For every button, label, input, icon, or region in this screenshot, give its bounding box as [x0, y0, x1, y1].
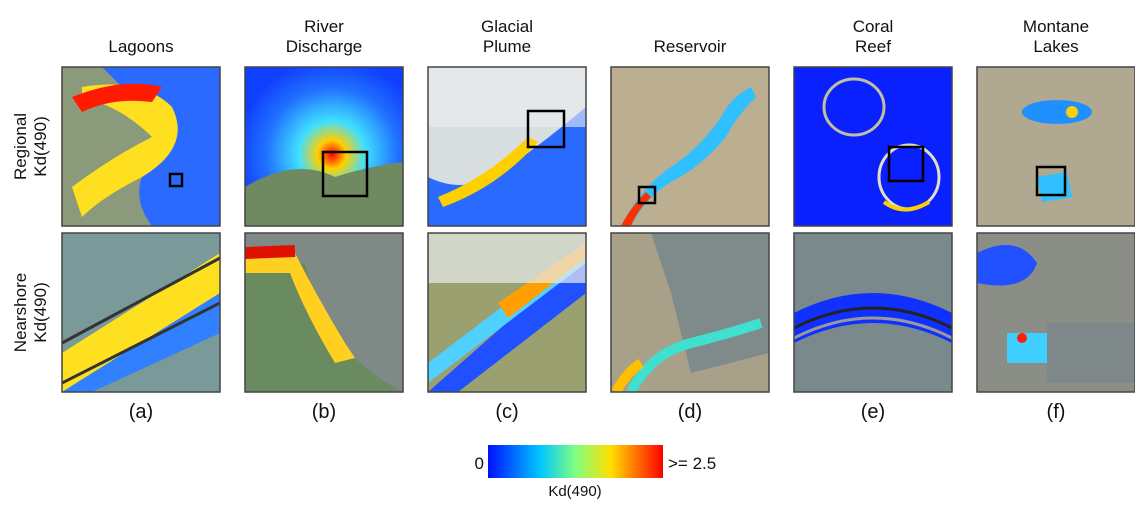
map-feature — [1037, 172, 1072, 202]
map-feature — [1066, 106, 1078, 118]
panel-label: (c) — [495, 401, 518, 423]
map-image — [977, 67, 1135, 226]
column-title: Plume — [483, 37, 531, 56]
map-image — [428, 233, 586, 392]
map-image — [245, 67, 403, 226]
column-title: River — [304, 17, 344, 36]
colorbar: 0 >= 2.5 Kd(490) — [475, 445, 717, 500]
panel-label: (d) — [678, 401, 702, 423]
map-panel — [245, 233, 403, 392]
panel-label: (f) — [1047, 401, 1066, 423]
colorbar-max: >= 2.5 — [668, 454, 716, 473]
panels — [62, 67, 1135, 392]
map-panel — [611, 233, 769, 392]
map-panel — [977, 67, 1135, 226]
column-title: Lagoons — [108, 37, 173, 56]
panel-label: (e) — [861, 401, 885, 423]
colorbar-scale — [488, 445, 663, 478]
map-feature — [1047, 323, 1135, 383]
map-feature — [1022, 100, 1092, 124]
panel-label: (a) — [129, 401, 153, 423]
map-image — [794, 233, 952, 392]
panel-label: (b) — [312, 401, 336, 423]
colorbar-min: 0 — [475, 454, 484, 473]
row-label: Regional — [11, 113, 30, 180]
row-label: Kd(490) — [31, 282, 50, 342]
map-background — [977, 67, 1135, 226]
map-panel — [611, 67, 769, 226]
row-label: Nearshore — [11, 273, 30, 352]
map-feature — [1017, 333, 1027, 343]
map-image — [62, 233, 220, 392]
map-panel — [62, 67, 220, 226]
map-panel — [245, 67, 403, 226]
column-title: Lakes — [1033, 37, 1078, 56]
map-image — [428, 67, 586, 226]
column-title: Glacial — [481, 17, 533, 36]
map-image — [611, 67, 769, 226]
map-image — [611, 233, 769, 392]
figure: 0 >= 2.5 Kd(490) Lagoons (a) RiverDischarg… — [0, 0, 1135, 500]
map-feature — [245, 251, 295, 253]
map-image — [62, 67, 220, 226]
map-panel — [794, 67, 952, 226]
map-feature — [428, 233, 586, 283]
row-label: Kd(490) — [31, 116, 50, 176]
map-image — [794, 67, 952, 226]
map-image — [977, 233, 1135, 392]
column-title: Coral — [853, 17, 894, 36]
colorbar-title: Kd(490) — [548, 483, 601, 500]
column-title: Reservoir — [654, 37, 727, 56]
map-feature — [428, 67, 586, 127]
map-panel — [794, 233, 952, 392]
map-panel — [977, 233, 1135, 392]
map-image — [245, 233, 403, 392]
column-title: Reef — [855, 37, 891, 56]
map-panel — [428, 67, 586, 226]
map-panel — [428, 233, 586, 392]
column-title: Montane — [1023, 17, 1089, 36]
map-panel — [62, 233, 220, 392]
column-title: Discharge — [286, 37, 363, 56]
